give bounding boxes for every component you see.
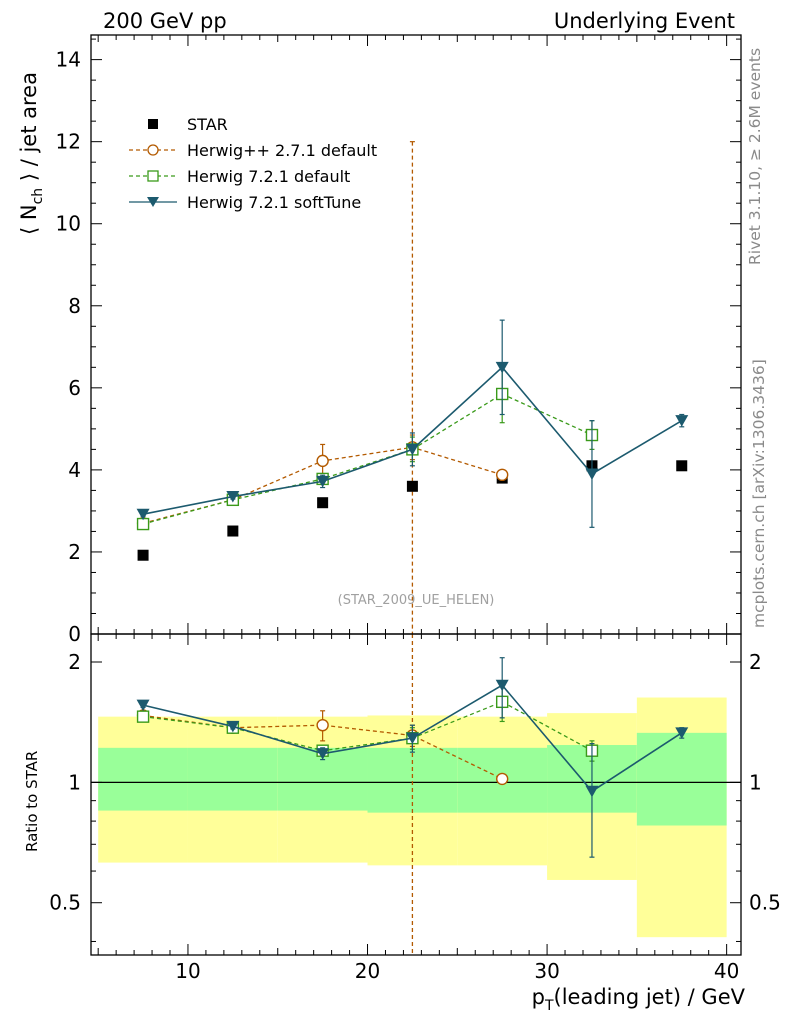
main-y-tick-label: 0: [68, 622, 81, 646]
main-series-herwig_soft: [136, 319, 689, 528]
main-point-herwigpp: [316, 454, 329, 468]
main-point-star: [137, 549, 149, 561]
ratio-band-inner: [98, 747, 188, 811]
legend-entry-herwig-soft: Herwig 7.2.1 softTune: [129, 193, 361, 212]
main-point-herwigpp: [495, 468, 509, 482]
ratio-y-tick-label-left: 0.5: [49, 891, 81, 915]
main-series-star: [137, 460, 688, 561]
main-point-herwig_soft: [226, 491, 240, 503]
main-panel: [136, 141, 689, 634]
x-tick-label: 10: [175, 959, 200, 983]
ratio-point-herwig_soft: [495, 679, 509, 692]
analysis-watermark: (STAR_2009_UE_HELEN): [338, 593, 495, 608]
x-axis-label-tail: (leading jet) / GeV: [554, 985, 746, 1009]
main-y-tick-label: 10: [56, 212, 81, 236]
legend-marker-star: [148, 119, 158, 129]
legend-marker-herwigpp: [147, 144, 159, 156]
ratio-line-herwig_default: [142, 701, 593, 752]
main-point-star: [227, 525, 239, 537]
legend-marker-herwig-default: [147, 170, 159, 182]
main-point-herwig_soft: [136, 508, 150, 521]
main-y-tick-label: 6: [68, 376, 81, 400]
ratio-band-inner: [187, 747, 278, 811]
ratio-y-tick-label-right: 2: [749, 650, 762, 674]
main-line-herwig_default: [142, 393, 593, 525]
legend-entry-herwigpp: Herwig++ 2.7.1 default: [129, 141, 377, 160]
ratio-errorbar-herwig_soft: [589, 743, 595, 858]
x-axis-label: pT(leading jet) / GeV: [532, 985, 746, 1014]
main-y-tick-label: 12: [56, 130, 81, 154]
legend-label-herwig-soft: Herwig 7.2.1 softTune: [187, 193, 361, 212]
ratio-y-tick-label-right: 0.5: [749, 891, 781, 915]
main-y-tick-label: 4: [68, 458, 81, 482]
ratio-frame: [90, 633, 742, 956]
main-y-axis-label-sub: ch: [30, 188, 46, 205]
ratio-panel: [91, 634, 741, 955]
ratio-point-herwig_default: [136, 710, 150, 723]
main-point-star: [676, 460, 688, 472]
main-point-herwig_soft: [495, 361, 509, 374]
ratio-series-herwig_soft: [136, 657, 689, 858]
x-tick-label: 20: [355, 959, 380, 983]
main-point-herwig_soft: [405, 443, 419, 456]
legend-marker-herwig-soft: [147, 197, 159, 207]
x-tick-label: 30: [534, 959, 559, 983]
ratio-y-tick-label-left: 2: [68, 650, 81, 674]
legend: STAR Herwig++ 2.7.1 default Herwig 7.2.1…: [129, 115, 377, 212]
ratio-point-herwig_soft: [316, 748, 330, 760]
main-y-axis-label-main: ⟨ N: [17, 204, 41, 235]
header-right: Underlying Event: [554, 9, 735, 33]
legend-entry-star: STAR: [148, 115, 228, 134]
ratio-band-inner: [367, 747, 458, 813]
main-y-tick-label: 8: [68, 294, 81, 318]
ratio-y-tick-label-right: 1: [749, 770, 762, 794]
ratio-point-herwig_soft: [226, 720, 240, 733]
ratio-point-herwig_soft: [136, 699, 150, 712]
main-y-tick-label: 2: [68, 540, 81, 564]
ratio-band-inner: [636, 732, 727, 826]
x-axis-label-main: p: [532, 985, 545, 1009]
legend-entry-herwig-default: Herwig 7.2.1 default: [129, 167, 350, 186]
ratio-point-herwig_soft: [675, 727, 689, 739]
x-axis-label-sub: T: [544, 998, 554, 1014]
ratio-point-herwig_soft: [405, 732, 419, 745]
main-y-tick-label: 14: [56, 48, 81, 72]
legend-label-herwig-default: Herwig 7.2.1 default: [187, 167, 350, 186]
main-point-herwig_soft: [316, 475, 330, 488]
rivet-label: Rivet 3.1.10, ≥ 2.6M events: [746, 48, 764, 265]
ratio-point-herwig_soft: [585, 785, 599, 798]
ratio-point-herwigpp: [316, 718, 329, 732]
ratio-y-axis-label: Ratio to STAR: [23, 751, 41, 852]
x-tick-label: 40: [714, 959, 739, 983]
header-left: 200 GeV pp: [103, 9, 227, 33]
legend-label-star: STAR: [187, 115, 228, 134]
main-point-star: [406, 480, 418, 492]
main-point-star: [317, 497, 329, 509]
main-y-axis-label: ⟨ Nch ⟩ / jet area: [17, 72, 46, 235]
ratio-line-herwigpp: [142, 714, 503, 780]
main-y-axis-label-tail: ⟩ / jet area: [17, 72, 41, 188]
main-point-herwig_soft: [585, 468, 599, 480]
legend-label-herwigpp: Herwig++ 2.7.1 default: [187, 141, 377, 160]
main-series-herwig_default: [136, 364, 599, 531]
ratio-y-tick-label-left: 1: [68, 770, 81, 794]
ratio-point-herwigpp: [495, 772, 509, 786]
mcplots-label: mcplots.cern.ch [arXiv:1306.3436]: [750, 359, 768, 628]
main-point-herwig_soft: [675, 415, 689, 427]
